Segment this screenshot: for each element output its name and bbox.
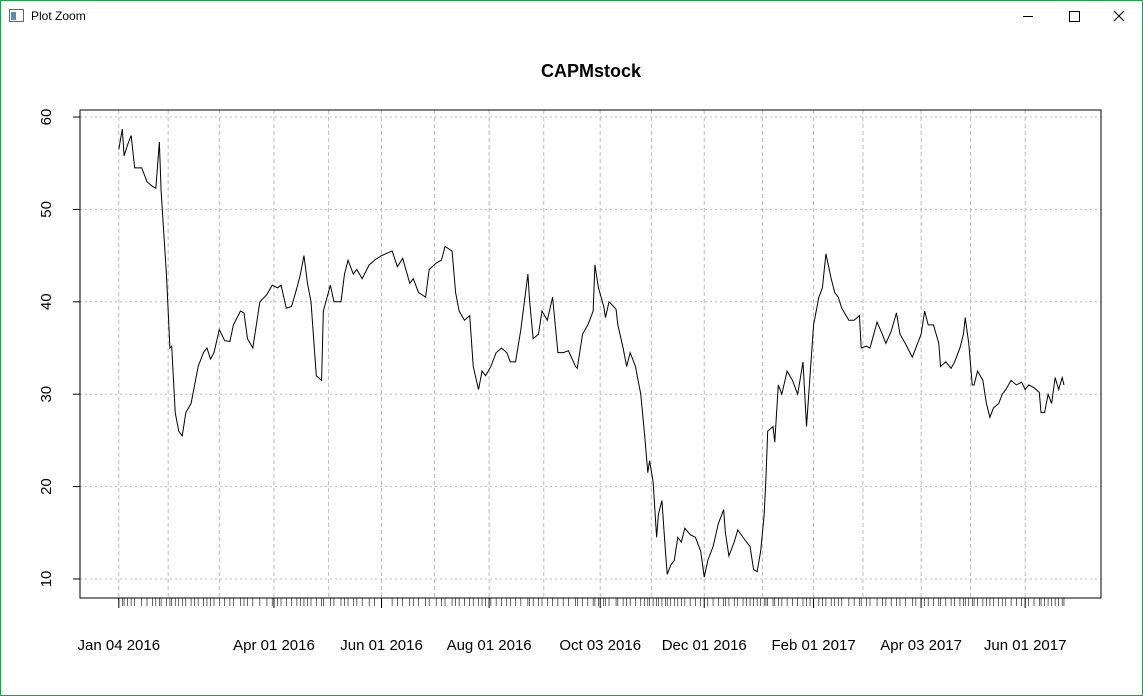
x-tick-label: Oct 03 2016: [559, 637, 641, 654]
window-title: Plot Zoom: [31, 9, 86, 23]
maximize-button[interactable]: [1051, 1, 1097, 31]
y-tick-label: 10: [38, 571, 55, 588]
x-tick-label: Aug 01 2016: [447, 637, 532, 654]
chart-title: CAPMstock: [541, 61, 642, 81]
plot-frame: [79, 109, 1102, 599]
y-tick-label: 60: [38, 109, 55, 126]
y-tick-label: 40: [38, 293, 55, 310]
minimize-button[interactable]: [1005, 1, 1051, 31]
x-tick-label: Jun 01 2017: [984, 637, 1067, 654]
title-bar: Plot Zoom: [1, 1, 1142, 31]
x-tick-label: Dec 01 2016: [662, 637, 747, 654]
x-tick-label: Apr 01 2016: [233, 637, 315, 654]
x-tick-label: Apr 03 2017: [880, 637, 962, 654]
close-button[interactable]: [1096, 1, 1142, 31]
price-line: [118, 128, 1065, 578]
x-tick-label: Feb 01 2017: [771, 637, 855, 654]
app-icon: [9, 9, 24, 22]
x-tick-label: Jan 04 2016: [78, 637, 161, 654]
y-tick-label: 20: [38, 478, 55, 495]
y-tick-label: 30: [38, 386, 55, 403]
x-tick-label: Jun 01 2016: [340, 637, 423, 654]
y-tick-label: 50: [38, 201, 55, 218]
